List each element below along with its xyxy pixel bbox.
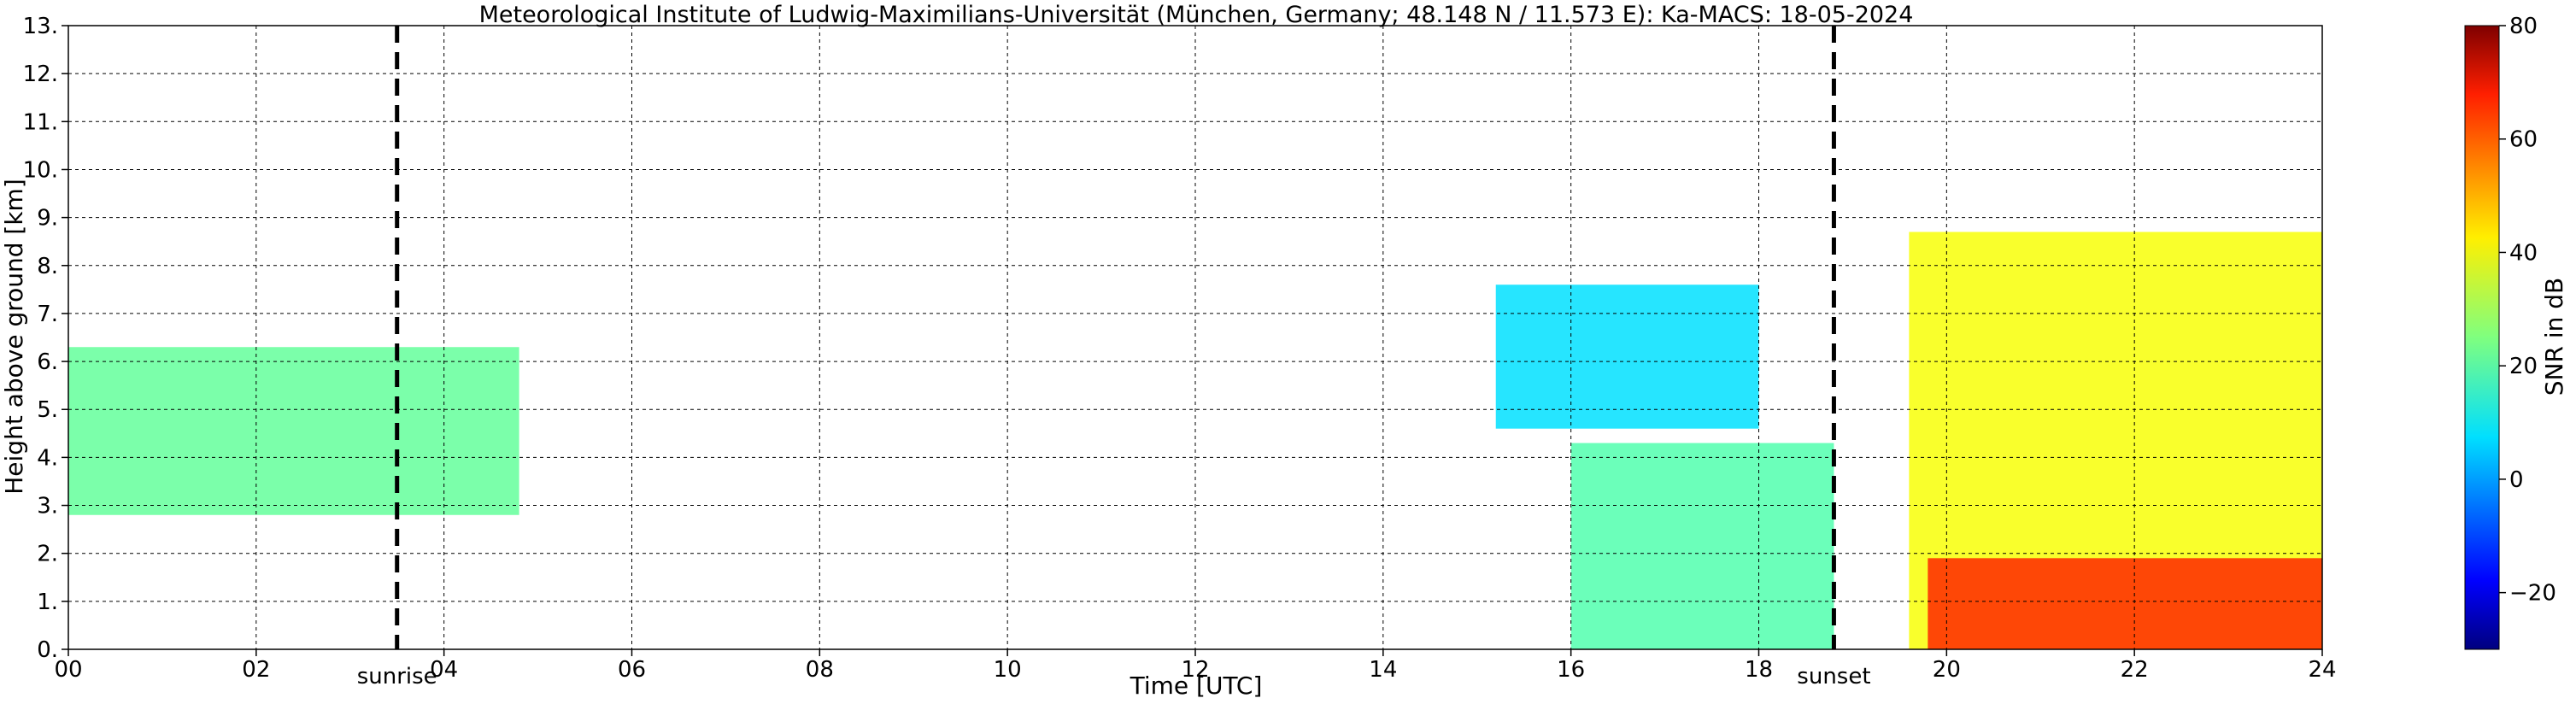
- sun-markers: sunrise sunset: [357, 26, 1871, 689]
- colorbar-tick-label: 40: [2509, 240, 2538, 266]
- y-tick-label: 6.: [37, 349, 58, 375]
- x-tick-label: 04: [430, 657, 458, 683]
- echo-region: [1495, 285, 1759, 429]
- echo-region: [1570, 443, 1834, 649]
- x-tick-label: 06: [618, 657, 646, 683]
- x-tick-label: 00: [54, 657, 82, 683]
- x-tick-label: 20: [1933, 657, 1961, 683]
- x-tick-label: 12: [1181, 657, 1209, 683]
- y-axis-label: Height above ground [km]: [0, 179, 28, 495]
- x-tick-label: 22: [2121, 657, 2149, 683]
- y-tick-label: 8.: [37, 254, 58, 279]
- colorbar-tick-label: 60: [2509, 127, 2538, 153]
- echo-region: [1928, 558, 2322, 649]
- y-tick-label: 4.: [37, 445, 58, 471]
- x-tick-label: 08: [806, 657, 834, 683]
- y-axis-ticks: 0. 1. 2. 3. 4. 5. 6. 7. 8. 9. 10. 11. 12. 13.: [23, 14, 68, 663]
- x-tick-label: 10: [994, 657, 1022, 683]
- x-axis-ticks: 00 02 04 06 08 10 12 14 16 18 20 22 24: [54, 649, 2337, 683]
- x-tick-label: 14: [1369, 657, 1397, 683]
- echo-region: [68, 347, 519, 515]
- y-tick-label: 10.: [23, 157, 58, 183]
- chart-title: Meteorological Institute of Ludwig-Maxim…: [479, 2, 1914, 28]
- x-tick-label: 16: [1557, 657, 1585, 683]
- x-tick-label: 24: [2308, 657, 2336, 683]
- grid-lines: [68, 26, 2322, 649]
- sun-marker-label: sunrise: [357, 664, 437, 689]
- y-tick-label: 9.: [37, 206, 58, 232]
- colorbar: [2464, 25, 2500, 650]
- y-tick-label: 0.: [37, 637, 58, 663]
- colorbar-tick-label: 20: [2509, 354, 2538, 379]
- colorbar-ticks: −20 0 20 40 60 80: [2499, 14, 2556, 607]
- colorbar-tick-label: 80: [2509, 14, 2538, 39]
- colorbar-label: SNR in dB: [2540, 278, 2568, 396]
- sun-marker-label: sunset: [1797, 664, 1870, 689]
- x-tick-label: 18: [1745, 657, 1773, 683]
- y-tick-label: 12.: [23, 62, 58, 87]
- x-axis-label: Time [UTC]: [1130, 672, 1263, 700]
- y-tick-label: 7.: [37, 302, 58, 327]
- y-tick-label: 5.: [37, 397, 58, 423]
- colorbar-tick-label: −20: [2509, 581, 2556, 607]
- x-tick-label: 02: [242, 657, 270, 683]
- y-tick-label: 1.: [37, 590, 58, 615]
- y-tick-label: 11.: [23, 109, 58, 135]
- y-tick-label: 2.: [37, 542, 58, 567]
- colorbar-tick-label: 0: [2509, 467, 2524, 493]
- y-tick-label: 3.: [37, 494, 58, 519]
- y-tick-label: 13.: [23, 14, 58, 39]
